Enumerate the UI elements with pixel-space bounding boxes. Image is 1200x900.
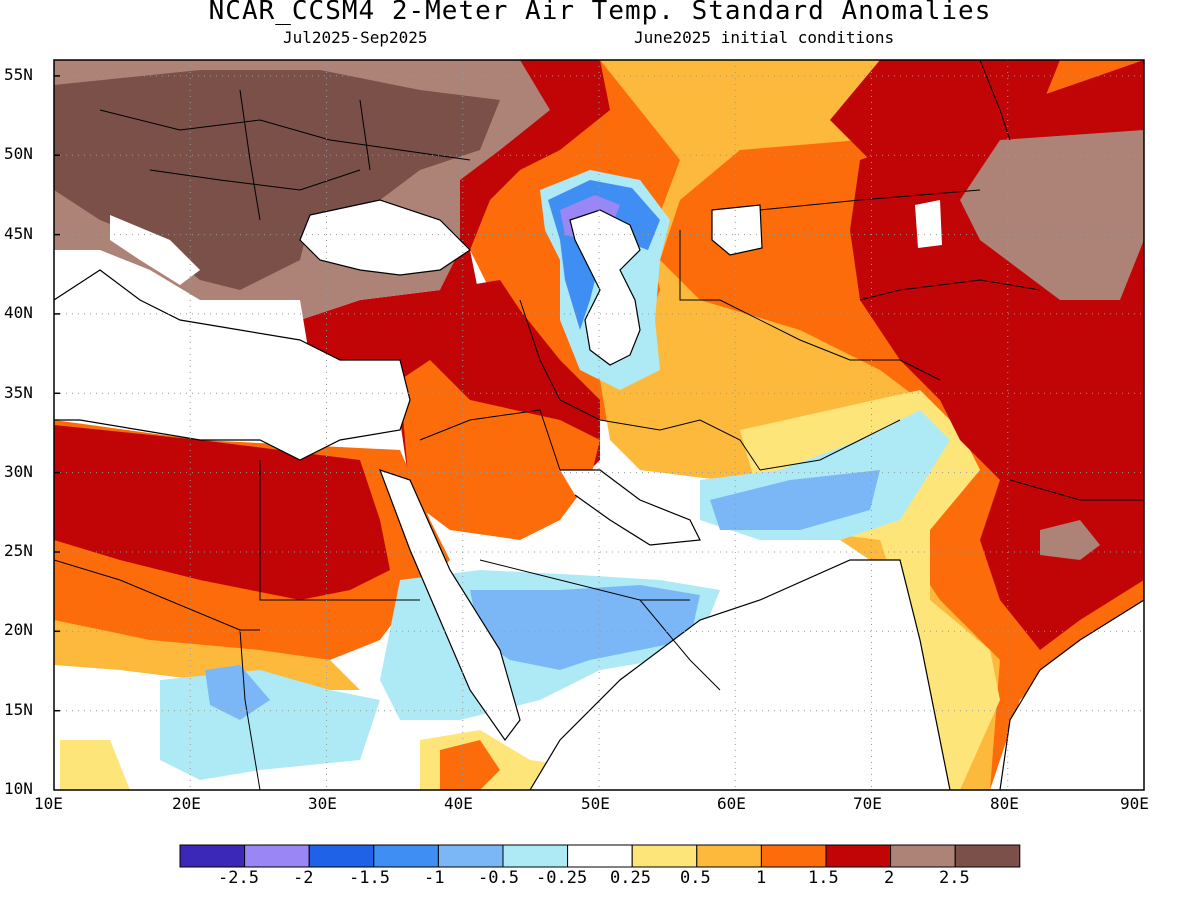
map-frame [53,59,1145,791]
colorbar-box [437,844,504,868]
colorbar-label: 0.5 [680,868,711,888]
colorbar-box [760,844,827,868]
colorbar-box [244,844,310,868]
lon-label: 30E [308,794,337,813]
colorbar-box [502,844,569,868]
lon-label: 60E [717,794,746,813]
lat-label: 15N [4,700,33,719]
colorbar-box [890,844,956,868]
shade-blue-africa [205,665,270,720]
colorbar-box [373,844,439,868]
arabian-sea [530,560,950,790]
colorbar-box [179,844,246,868]
shade-red-africa [54,425,390,600]
colorbar-label: -1 [424,868,445,888]
shade-lightbrown-east [960,130,1144,300]
shade-yellow-sw [60,740,130,790]
coastlines [54,199,1144,790]
persian-gulf [560,470,700,545]
colorbar-label: 2 [884,868,895,888]
initial-conditions: June2025 initial conditions [634,28,895,47]
lat-label: 55N [4,65,33,84]
lon-label: 50E [581,794,610,813]
colorbar-label: -0.5 [478,868,519,888]
colorbar-box [567,844,633,868]
lat-label: 20N [4,620,33,639]
adriatic-gap [110,215,200,285]
aral-sea [712,205,762,255]
colorbar-label: -2.5 [218,868,259,888]
colorbar-box [631,844,698,868]
colorbar-label: 2.5 [939,868,970,888]
lat-label: 50N [4,144,33,163]
shade-lightbrown-tibet [1040,520,1100,560]
colorbar-label: 0.25 [610,868,651,888]
lat-label: 40N [4,303,33,322]
map-title: NCAR_CCSM4 2-Meter Air Temp. Standard An… [208,0,992,26]
lon-label: 80E [990,794,1019,813]
colorbar-label: -1.5 [349,868,390,888]
mediterranean-sea [54,270,410,460]
colorbar-box [308,844,375,868]
shade-orange-horn [440,740,500,790]
colorbar-label: 1 [756,868,767,888]
colorbar-box [696,844,762,868]
shade-orange-arabia-n [400,360,600,540]
balkhash-lake [915,200,942,248]
colorbar-label: -2 [293,868,314,888]
shade-blue-india [710,470,880,530]
colorbar-box [954,844,1021,868]
shade-lightorange-africa-s [54,620,360,690]
lon-label: 40E [444,794,473,813]
caspian-sea [570,210,640,365]
lon-label: 90E [1120,794,1149,813]
axis-ticks [54,75,60,712]
lon-label: 20E [172,794,201,813]
lat-label: 25N [4,541,33,560]
lon-label: 10E [34,794,63,813]
lat-label: 35N [4,383,33,402]
country-borders [54,60,1144,790]
lat-label: 45N [4,224,33,243]
colorbar-box [825,844,892,868]
lat-label: 30N [4,462,33,481]
shade-red-kaz [830,60,1060,160]
valid-period: Jul2025-Sep2025 [283,28,428,47]
shade-darkbrown-europe [54,70,500,290]
red-sea [380,470,520,740]
aegean-gap [220,300,310,370]
colorbar-label: 1.5 [808,868,839,888]
lon-label: 70E [853,794,882,813]
colorbar-label: -0.25 [536,868,588,888]
lat-label: 10N [4,779,33,798]
shade-blue-arabia [470,585,700,670]
black-sea [300,200,470,275]
bay-of-bengal [1000,600,1144,790]
